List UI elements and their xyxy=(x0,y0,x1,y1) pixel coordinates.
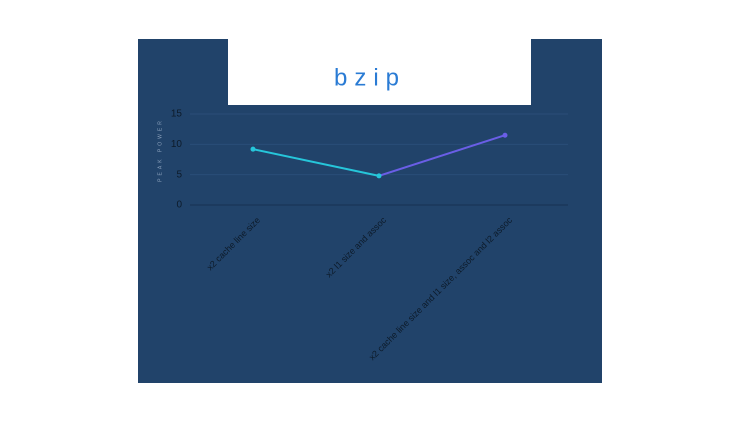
title-box xyxy=(228,39,531,105)
chart-title: bzip xyxy=(334,64,406,91)
y-tick-label: 5 xyxy=(176,169,182,180)
line-segment xyxy=(252,148,380,177)
point xyxy=(502,132,508,138)
y-tick-label: 0 xyxy=(176,200,182,211)
point xyxy=(376,173,382,179)
line-segment xyxy=(378,134,506,177)
y-tick-label: 10 xyxy=(171,139,183,150)
point xyxy=(250,146,256,152)
y-tick-label: 15 xyxy=(171,109,183,120)
y-axis-label: PEAK POWER xyxy=(157,118,163,182)
